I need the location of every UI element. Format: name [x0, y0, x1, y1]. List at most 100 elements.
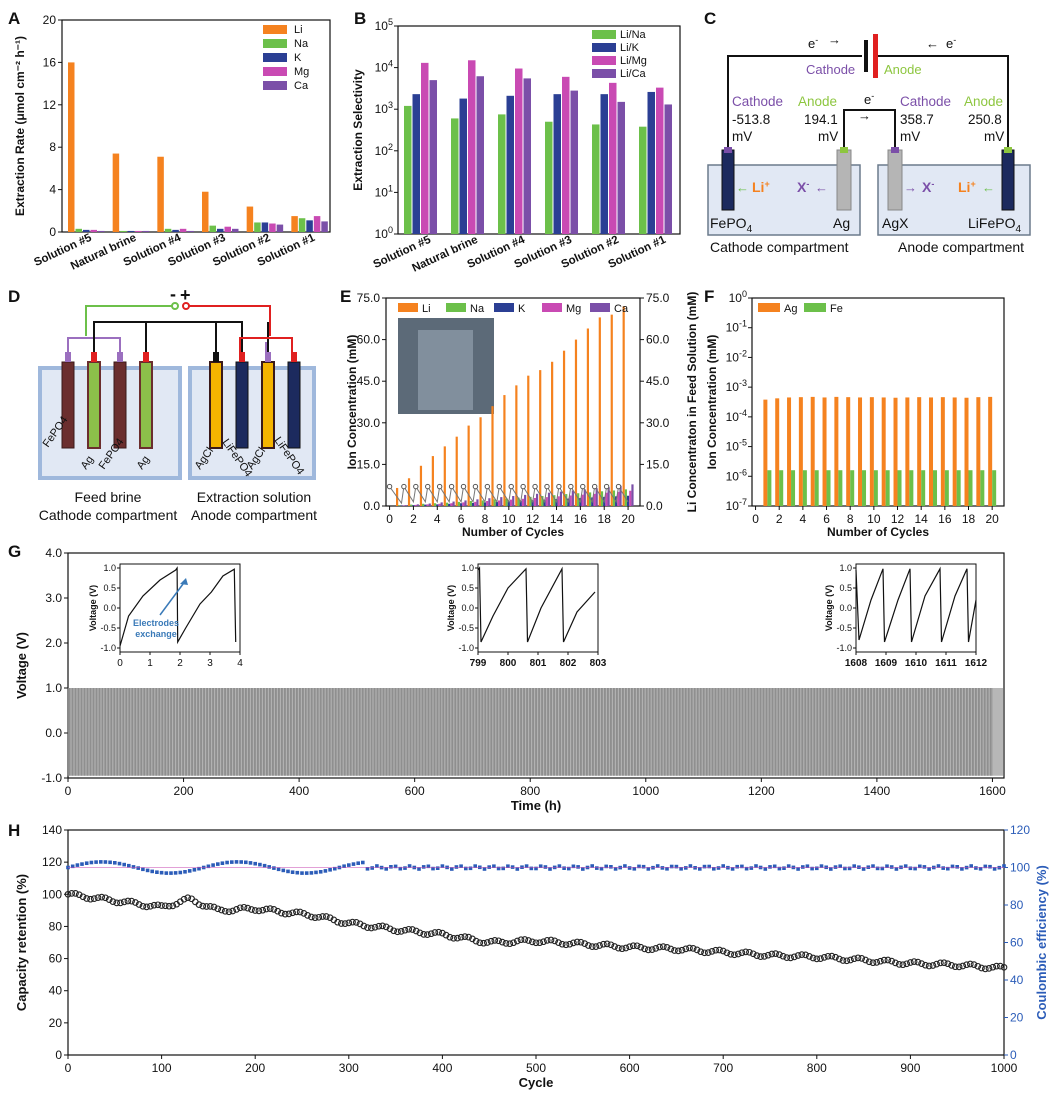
h-coulombic-point-675 [698, 867, 702, 871]
e-bar-Mg-9 [509, 499, 513, 506]
h-retention-point-460 [495, 937, 502, 945]
e-bar-Mg-10 [521, 498, 525, 506]
e-bar-Mg-12 [545, 497, 548, 506]
h-xtick-label-8: 800 [807, 1061, 827, 1075]
a-bar-Li-0 [68, 62, 75, 233]
a-bar-Mg-4 [269, 223, 276, 232]
h-ytick-right-label-5: 100 [1010, 861, 1030, 875]
e-bar-Mg-1 [414, 504, 417, 506]
e-ytick-label-0: 0.0 [363, 499, 380, 513]
f-bar-Fe-9 [873, 470, 878, 506]
b-bar-LiCa-0 [429, 80, 437, 234]
e-bar-K-10 [519, 500, 522, 506]
a-ytick-label-0: 0 [49, 225, 56, 239]
g-ytick-label-4: 3.0 [45, 591, 62, 605]
e-bar-Li-12 [539, 370, 542, 506]
h-ytick-right-label-1: 20 [1010, 1011, 1024, 1025]
b-legend-swatch-LiK [592, 43, 616, 52]
g-inset-1-ylabel: Voltage (V) [446, 585, 456, 631]
a-bar-K-0 [83, 229, 90, 232]
f-bar-Fe-18 [980, 470, 985, 506]
a-bar-Ca-2 [187, 230, 194, 232]
h-retention-point-540 [570, 939, 577, 947]
h-coulombic-point-460 [496, 866, 501, 871]
e-bar-Ca-9 [512, 496, 515, 506]
e-xtick-label-2: 4 [434, 512, 441, 526]
x-ion-label-right: X- [922, 179, 934, 195]
a-plot-frame [61, 19, 331, 233]
h-retention-point-160 [214, 905, 222, 913]
b-bar-LiK-5 [647, 91, 655, 235]
f-bar-Fe-14 [933, 470, 938, 506]
h-retention-point-936 [940, 959, 948, 967]
a-bar-Mg-3 [224, 226, 231, 232]
e-bar-Li-3 [431, 456, 434, 506]
h-coulombic-point-945 [950, 864, 955, 869]
h-coulombic-point-935 [941, 866, 945, 870]
h-coulombic-point-830 [843, 866, 847, 871]
h-coulombic-point-435 [473, 864, 477, 868]
h-retention-point-140 [195, 901, 203, 908]
h-coulombic-point-350 [393, 864, 398, 869]
h-coulombic-point-495 [529, 866, 534, 871]
a-bar-Li-4 [246, 206, 254, 232]
h-retention-point-652 [674, 947, 682, 955]
b-ytick-label-2: 102 [375, 142, 393, 158]
h-coulombic-point-95 [155, 870, 159, 874]
electrode-label-fepo4: FePO4 [710, 215, 753, 235]
e-feed-line [389, 485, 629, 505]
h-coulombic-point-955 [960, 867, 964, 871]
e-inset-photo-cell [418, 330, 473, 410]
h-coulombic-point-850 [861, 867, 866, 871]
h-retention-point-556 [585, 942, 592, 949]
e-bar-K-3 [436, 504, 439, 506]
panel-f-chart: 10-7 10-6 10-5 10-4 10-3 10-2 10-1 100 0 2 4 6 8 10 12… [705, 289, 1005, 539]
h-retention-point-620 [644, 946, 652, 954]
h-retention-point-636 [659, 943, 667, 950]
e-bar-Li-5 [455, 436, 458, 506]
clip-4 [1004, 147, 1012, 153]
h-coulombic-point-570 [599, 866, 604, 871]
h-retention-point-868 [877, 957, 884, 965]
h-retention-point-812 [824, 952, 832, 960]
h-coulombic-point-170 [225, 860, 229, 865]
h-retention-point-216 [266, 905, 274, 912]
h-retention-point-196 [248, 906, 255, 913]
a-bar-Li-1 [112, 153, 120, 232]
h-retention-point-780 [794, 952, 802, 959]
h-coulombic-point-715 [735, 864, 739, 869]
h-retention-point-848 [858, 955, 866, 962]
h-retention-point-672 [693, 946, 701, 954]
h-coulombic-point-765 [782, 866, 786, 870]
h-coulombic-point-735 [754, 864, 758, 868]
h-coulombic-point-275 [323, 869, 328, 873]
a-legend-swatch-Mg [263, 67, 287, 76]
h-retention-point-184 [236, 904, 244, 912]
e-ylabel: Ion Concentration (mM) [345, 335, 359, 470]
h-retention-point-496 [528, 938, 536, 946]
e-ytick-label-5: 75.0 [357, 291, 381, 305]
h-coulombic-point-75 [136, 866, 140, 870]
h-coulombic-point-445 [482, 867, 487, 871]
e-bar-Mg-0 [402, 505, 405, 506]
e-bar-Mg-16 [593, 493, 596, 506]
f-bar-Ag-8 [858, 397, 863, 506]
h-coulombic-point-70 [131, 865, 136, 869]
h-coulombic-point-515 [548, 867, 552, 871]
h-coulombic-point-220 [272, 866, 276, 870]
f-xtick-label-5: 10 [867, 512, 881, 526]
b-bar-LiCa-2 [523, 78, 531, 234]
e-bar-Na-14 [565, 494, 568, 506]
a-bar-Ca-1 [142, 230, 150, 232]
h-retention-point-60 [120, 898, 128, 906]
h-retention-point-40 [102, 894, 109, 902]
h-retention-point-688 [708, 948, 716, 955]
panel-letter-c: C [704, 9, 716, 28]
h-retention-point-560 [588, 943, 596, 950]
g-inset-0-ytick-label-3: 0.5 [103, 583, 116, 593]
h-coulombic-point-565 [595, 866, 599, 870]
h-coulombic-point-560 [590, 864, 594, 868]
h-coulombic-point-80 [141, 867, 145, 872]
h-coulombic-point-755 [772, 864, 777, 869]
e-bar-K-9 [507, 501, 510, 506]
